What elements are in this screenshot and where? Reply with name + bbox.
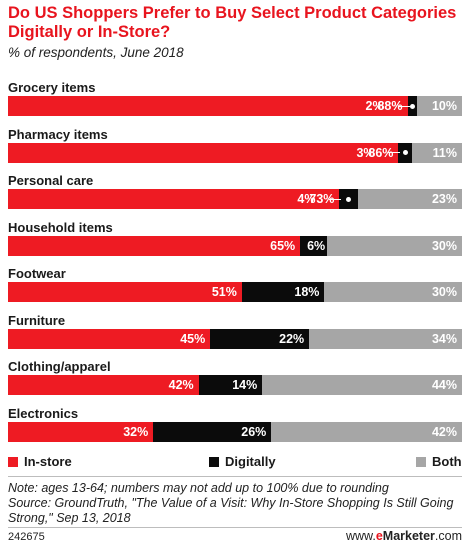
value-label-clothing-apparel-digitally: 14% bbox=[232, 378, 258, 392]
value-label-footwear-in-store: 51% bbox=[211, 285, 237, 299]
bar-footwear-in-store: 51% bbox=[8, 282, 242, 302]
leader-line-grocery-items bbox=[397, 105, 410, 107]
value-label-grocery-items-in-store: 88% bbox=[377, 99, 403, 113]
category-label-household-items: Household items bbox=[8, 219, 113, 235]
legend-item-both: Both bbox=[416, 454, 462, 469]
bar-electronics-both: 42% bbox=[271, 421, 462, 442]
bar-row-household-items: 65% 6% 30% bbox=[8, 235, 462, 256]
value-label-pharmacy-items-both: 11% bbox=[432, 145, 457, 160]
category-label-pharmacy-items: Pharmacy items bbox=[8, 126, 108, 142]
bar-row-footwear: 51% 18% 30% bbox=[8, 282, 462, 302]
value-label-clothing-apparel-both: 44% bbox=[431, 378, 457, 392]
bar-electronics-in-store: 32% bbox=[8, 421, 154, 442]
legend-item-digitally: Digitally bbox=[209, 454, 276, 469]
leader-line-pharmacy-items bbox=[388, 152, 401, 153]
value-label-grocery-items-both: 10% bbox=[431, 99, 457, 113]
value-label-furniture-in-store: 45% bbox=[180, 331, 206, 346]
value-label-grocery-items-digitally: 2% bbox=[365, 99, 384, 113]
value-label-pharmacy-items-digitally: 3% bbox=[356, 145, 375, 160]
footnote: Note: ages 13-64; numbers may not add up… bbox=[8, 481, 464, 526]
legend: In-store Digitally Both bbox=[8, 454, 462, 470]
bar-clothing-apparel-digitally: 14% bbox=[198, 375, 263, 395]
value-label-furniture-digitally: 22% bbox=[279, 331, 305, 346]
bar-pharmacy-items-digitally: 3% bbox=[356, 142, 413, 163]
legend-label-in-store: In-store bbox=[24, 454, 72, 469]
leader-line-personal-care bbox=[329, 198, 342, 200]
leader-dot-personal-care bbox=[345, 196, 351, 202]
value-label-electronics-in-store: 32% bbox=[123, 424, 149, 439]
bar-clothing-apparel-in-store: 42% bbox=[8, 375, 199, 395]
value-label-clothing-apparel-in-store: 42% bbox=[168, 378, 194, 392]
bar-personal-care-both: 23% bbox=[357, 189, 462, 209]
category-label-electronics: Electronics bbox=[8, 405, 79, 421]
bar-household-items-digitally: 6% bbox=[300, 235, 328, 256]
divider-top bbox=[8, 476, 462, 477]
category-label-personal-care: Personal care bbox=[8, 173, 94, 188]
legend-swatch-in-store bbox=[8, 456, 18, 467]
category-label-furniture: Furniture bbox=[8, 312, 66, 328]
bar-footwear-digitally: 18% bbox=[241, 282, 325, 302]
bar-personal-care-in-store: 73% bbox=[8, 189, 340, 209]
bar-row-clothing-apparel: 42% 14% 44% bbox=[8, 375, 462, 395]
divider-bottom bbox=[8, 527, 462, 528]
note-text: Note: ages 13-64; numbers may not add up… bbox=[8, 481, 389, 495]
source-text: Source: GroundTruth, "The Value of a Vis… bbox=[8, 496, 454, 525]
leader-dot-grocery-items bbox=[409, 103, 415, 109]
brand-logo[interactable]: www.eMarketer.com bbox=[345, 529, 462, 543]
bar-footwear-both: 30% bbox=[324, 282, 462, 302]
legend-swatch-digitally bbox=[209, 456, 219, 467]
bar-furniture-in-store: 45% bbox=[8, 328, 211, 349]
value-label-household-items-digitally: 6% bbox=[307, 238, 326, 253]
bar-row-pharmacy-items: 86% 3% 11% bbox=[8, 142, 462, 163]
chart-title: Do US Shoppers Prefer to Buy Select Prod… bbox=[8, 4, 457, 41]
legend-label-both: Both bbox=[432, 454, 462, 469]
chart-subtitle: % of respondents, June 2018 bbox=[8, 45, 184, 60]
value-label-footwear-digitally: 18% bbox=[294, 285, 320, 299]
bar-furniture-both: 34% bbox=[309, 328, 462, 349]
chart-id: 242675 bbox=[8, 531, 45, 543]
value-label-pharmacy-items-in-store: 86% bbox=[368, 145, 394, 160]
bar-row-grocery-items: 88% 2% 10% bbox=[8, 96, 462, 116]
value-label-personal-care-digitally: 4% bbox=[297, 192, 316, 206]
bar-household-items-in-store: 65% bbox=[8, 235, 301, 256]
bar-clothing-apparel-both: 44% bbox=[262, 375, 462, 395]
category-label-grocery-items: Grocery items bbox=[8, 80, 96, 95]
legend-item-in-store: In-store bbox=[8, 454, 72, 469]
bar-grocery-items-both: 10% bbox=[416, 96, 462, 116]
value-label-household-items-in-store: 65% bbox=[270, 238, 296, 253]
bar-electronics-digitally: 26% bbox=[153, 421, 272, 442]
bar-furniture-digitally: 22% bbox=[210, 328, 310, 349]
value-label-electronics-digitally: 26% bbox=[241, 424, 267, 439]
value-label-personal-care-both: 23% bbox=[431, 192, 457, 206]
bar-household-items-both: 30% bbox=[327, 235, 462, 256]
category-label-clothing-apparel: Clothing/apparel bbox=[8, 359, 111, 374]
legend-swatch-both bbox=[416, 456, 426, 467]
value-label-electronics-both: 42% bbox=[431, 424, 457, 439]
legend-label-digitally: Digitally bbox=[225, 454, 276, 469]
bar-pharmacy-items-in-store: 86% bbox=[8, 142, 399, 163]
leader-dot-pharmacy-items bbox=[402, 150, 408, 155]
bar-grocery-items-digitally: 2% bbox=[366, 96, 417, 116]
bar-row-furniture: 45% 22% 34% bbox=[8, 328, 462, 349]
value-label-footwear-both: 30% bbox=[431, 285, 457, 299]
value-label-personal-care-in-store: 73% bbox=[309, 192, 335, 206]
bar-grocery-items-in-store: 88% bbox=[8, 96, 408, 116]
bar-personal-care-digitally: 4% bbox=[297, 189, 358, 209]
category-label-footwear: Footwear bbox=[8, 266, 66, 281]
bar-row-electronics: 32% 26% 42% bbox=[8, 421, 462, 442]
value-label-household-items-both: 30% bbox=[431, 238, 457, 253]
bar-pharmacy-items-both: 11% bbox=[412, 142, 462, 163]
value-label-furniture-both: 34% bbox=[431, 331, 457, 346]
bar-row-personal-care: 73% 4% 23% bbox=[8, 189, 462, 209]
